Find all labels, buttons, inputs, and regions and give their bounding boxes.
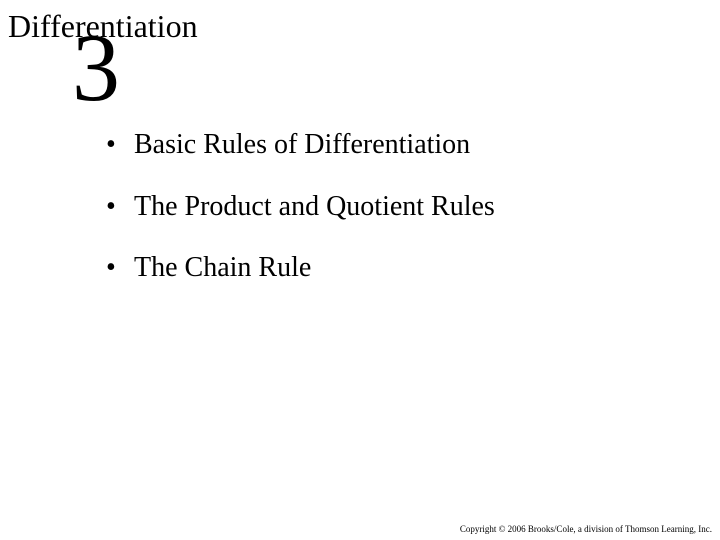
bullet-list: Basic Rules of Differentiation The Produ…: [106, 128, 495, 313]
chapter-number: 3: [72, 20, 120, 116]
list-item: The Product and Quotient Rules: [106, 190, 495, 224]
list-item: The Chain Rule: [106, 251, 495, 285]
copyright-text: Copyright © 2006 Brooks/Cole, a division…: [460, 524, 712, 534]
list-item: Basic Rules of Differentiation: [106, 128, 495, 162]
